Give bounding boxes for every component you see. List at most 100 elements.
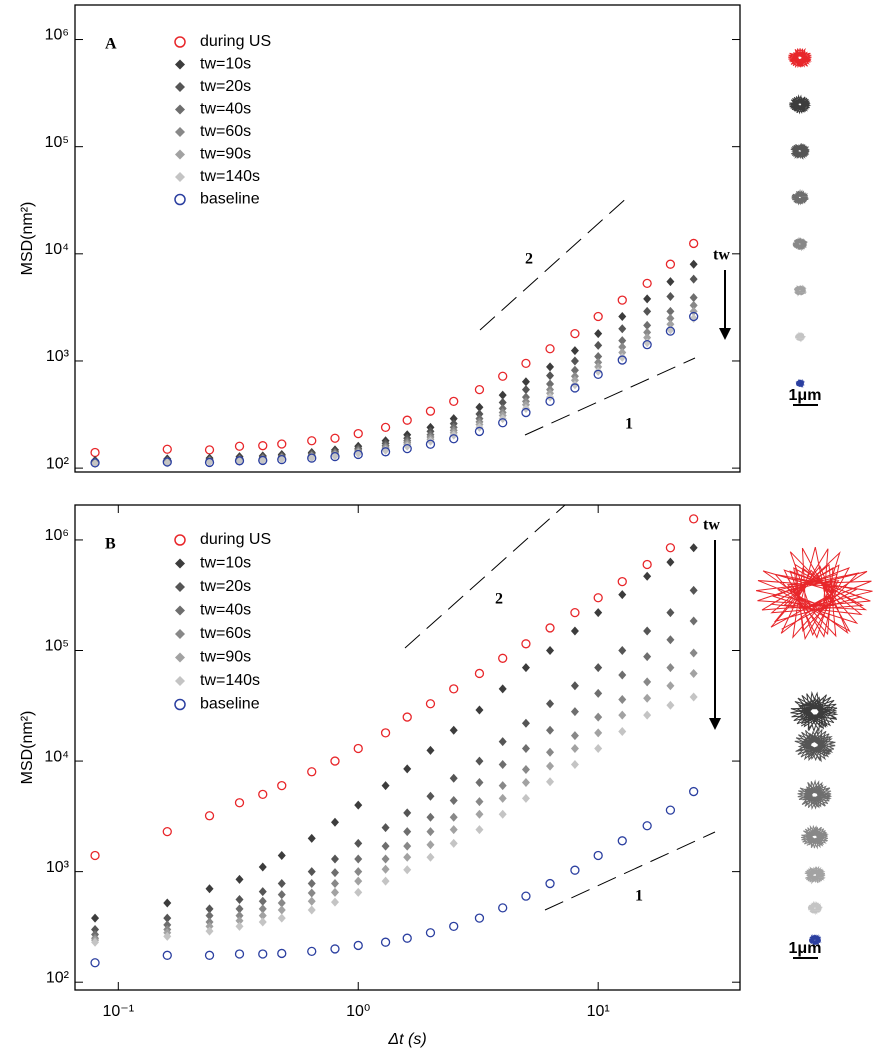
point [570, 356, 579, 366]
point [403, 841, 412, 851]
point [594, 663, 603, 673]
point [546, 761, 555, 771]
trajectory [809, 934, 822, 946]
point [307, 453, 317, 463]
point [498, 390, 507, 400]
point [330, 433, 340, 443]
point [570, 707, 579, 717]
point [90, 958, 100, 968]
point [593, 369, 603, 380]
legend-label: tw=40s [200, 602, 251, 619]
trajectory [795, 331, 807, 343]
point [521, 377, 530, 387]
point [425, 928, 436, 938]
point [521, 793, 530, 803]
arrow-head [719, 328, 731, 340]
point [91, 937, 100, 947]
point [354, 876, 363, 886]
panel-label: A [105, 36, 117, 53]
point [91, 924, 100, 934]
point [617, 295, 627, 305]
trajectory [790, 690, 839, 733]
scale-bar-label: 1μm [789, 387, 822, 404]
point [546, 747, 555, 757]
point [449, 725, 458, 735]
point [593, 593, 603, 603]
point [235, 874, 244, 884]
point [474, 384, 485, 395]
point [618, 646, 627, 656]
legend-label: during US [200, 33, 271, 50]
point [521, 891, 531, 901]
point [258, 455, 268, 466]
point [521, 385, 530, 395]
point [403, 764, 412, 774]
series [90, 786, 699, 968]
point [90, 850, 100, 861]
legend-label: tw=20s [200, 578, 251, 595]
point [277, 948, 287, 959]
point [380, 937, 391, 947]
point [521, 663, 530, 673]
legend-marker [174, 534, 186, 546]
point [618, 670, 627, 680]
point [307, 896, 316, 906]
series [91, 313, 698, 469]
point [643, 626, 652, 636]
panel-label: B [105, 536, 116, 553]
point [570, 760, 579, 770]
point [163, 913, 172, 923]
point [618, 710, 627, 720]
point [307, 867, 316, 877]
legend-label: tw=10s [200, 555, 251, 572]
legend-label: tw=60s [200, 625, 251, 642]
point [593, 850, 603, 861]
point [354, 887, 363, 897]
trajectory [797, 779, 833, 811]
legend-label: tw=140s [200, 672, 260, 689]
point [234, 441, 245, 451]
series [91, 274, 698, 467]
slope-label: 2 [495, 591, 503, 608]
point [426, 436, 435, 446]
point [449, 812, 458, 822]
point [277, 890, 286, 900]
legend-marker [175, 629, 185, 639]
point [666, 313, 675, 323]
point [665, 805, 676, 815]
plot-frame [74, 4, 741, 473]
point [330, 944, 340, 954]
point [380, 447, 391, 457]
point [570, 731, 579, 741]
legend-label: tw=90s [200, 649, 251, 666]
point [643, 693, 652, 703]
trajectory [801, 824, 829, 850]
point [689, 692, 698, 702]
point [618, 695, 627, 705]
point [498, 793, 507, 803]
point [546, 777, 555, 787]
point [498, 371, 508, 381]
point [475, 809, 484, 819]
point [402, 415, 412, 425]
point [426, 791, 435, 801]
point [689, 238, 699, 249]
trajectory [791, 188, 810, 206]
series [91, 616, 698, 940]
point [617, 355, 627, 365]
series [91, 692, 698, 947]
point [474, 426, 485, 437]
point [665, 326, 676, 336]
point [162, 444, 172, 454]
series [91, 668, 698, 945]
legend-marker [175, 104, 185, 115]
point [689, 293, 698, 303]
point [594, 608, 603, 618]
point [425, 406, 436, 416]
point [643, 320, 652, 330]
point [354, 800, 363, 810]
point [570, 346, 579, 356]
point [163, 920, 172, 930]
series [91, 293, 698, 467]
point [521, 407, 531, 418]
